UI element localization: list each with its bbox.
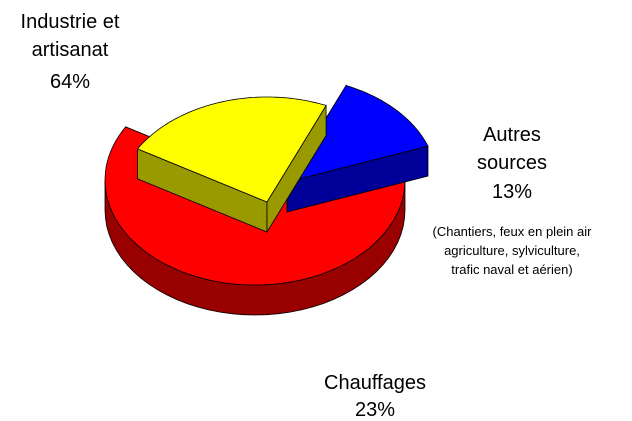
annotation-line: trafic naval et aérien) bbox=[451, 262, 573, 277]
category-label: Industrie et artisanat bbox=[20, 11, 120, 61]
value-label: 23% bbox=[354, 399, 396, 421]
annotation-line: agriculture, sylviculture, bbox=[444, 243, 580, 258]
category-label: Chauffages bbox=[324, 372, 426, 394]
annotation-line: (Chantiers, feux en plein air bbox=[432, 224, 592, 239]
pie-slice bbox=[286, 85, 429, 183]
category-label: Autres sources bbox=[476, 124, 548, 174]
annotation: (Chantiers, feux en plein air agriculture… bbox=[412, 222, 612, 279]
value-label: 64% bbox=[49, 71, 91, 93]
value-label: 13% bbox=[491, 181, 533, 203]
pie-slice bbox=[136, 96, 327, 203]
